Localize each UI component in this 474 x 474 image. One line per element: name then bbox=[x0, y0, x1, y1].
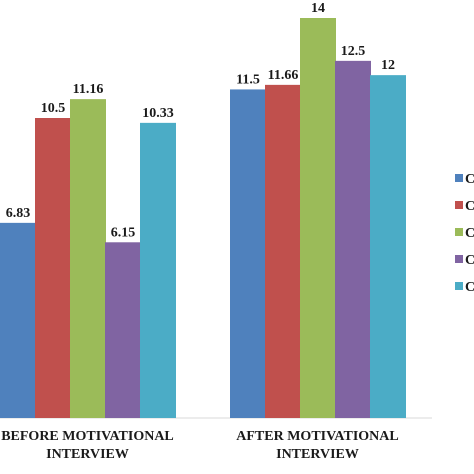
legend-swatch-3 bbox=[455, 228, 463, 236]
bar-s4-c2 bbox=[335, 60, 371, 418]
bar-s1-c1 bbox=[0, 222, 36, 418]
legend-swatch-5 bbox=[455, 282, 463, 290]
bar-s3-c2 bbox=[300, 18, 336, 418]
data-label-s5-c2: 12 bbox=[381, 58, 395, 73]
data-label-s4-c1: 6.15 bbox=[111, 225, 136, 240]
category-label-2-line-1: AFTER MOTIVATIONAL bbox=[236, 429, 398, 444]
legend-swatch-4 bbox=[455, 255, 463, 263]
category-label-1-line-2: INTERVIEW bbox=[46, 447, 129, 462]
legend-label-2: C bbox=[465, 199, 474, 214]
data-label-s1-c2: 11.5 bbox=[236, 72, 260, 87]
bar-s5-c2 bbox=[370, 75, 406, 419]
bar-s2-c1 bbox=[35, 118, 71, 418]
data-label-s5-c1: 10.33 bbox=[142, 106, 174, 121]
bar-s3-c1 bbox=[70, 99, 106, 419]
legend-swatch-1 bbox=[455, 174, 463, 182]
category-label-2-line-2: INTERVIEW bbox=[276, 447, 359, 462]
data-label-s1-c1: 6.83 bbox=[6, 206, 31, 221]
legend-swatch-2 bbox=[455, 201, 463, 209]
category-labels-group: BEFORE MOTIVATIONAL INTERVIEW AFTER MOTIVA… bbox=[1, 429, 399, 462]
data-label-s4-c2: 12.5 bbox=[341, 44, 366, 59]
bar-s4-c1 bbox=[105, 242, 141, 418]
legend-label-1: C bbox=[465, 172, 474, 187]
category-label-1-line-1: BEFORE MOTIVATIONAL bbox=[1, 429, 174, 444]
bar-s5-c1 bbox=[140, 122, 176, 418]
legend-label-4: C bbox=[465, 253, 474, 268]
data-label-s3-c2: 14 bbox=[311, 1, 325, 16]
legend-label-5: C bbox=[465, 280, 474, 295]
data-label-s2-c2: 11.66 bbox=[268, 68, 299, 83]
data-label-s3-c1: 11.16 bbox=[73, 82, 104, 97]
bars-group bbox=[0, 18, 406, 419]
value-labels-group: 6.83 11.5 10.5 11.66 11.16 14 6.15 12.5 10.33 12 bbox=[6, 1, 395, 240]
bar-s2-c2 bbox=[265, 84, 301, 418]
legend-label-3: C bbox=[465, 226, 474, 241]
bar-s1-c2 bbox=[230, 89, 266, 418]
data-label-s2-c1: 10.5 bbox=[41, 101, 66, 116]
